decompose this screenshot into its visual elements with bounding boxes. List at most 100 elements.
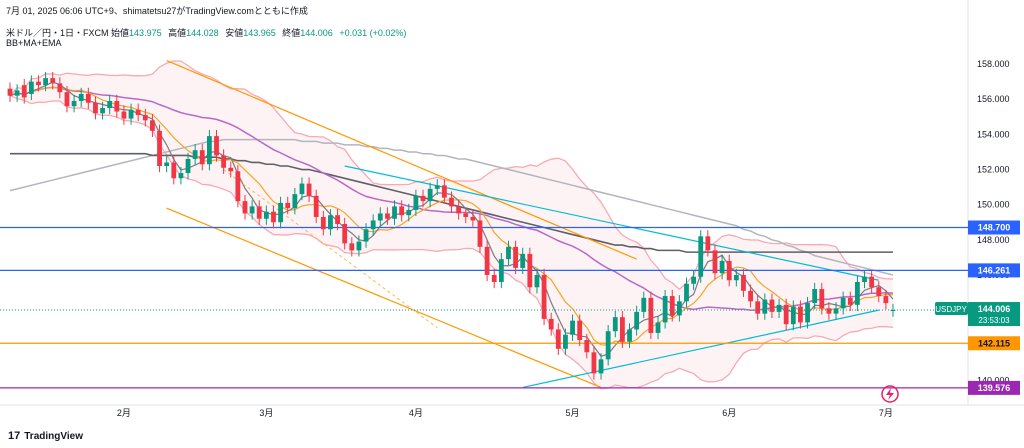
candle-body — [242, 201, 248, 214]
horizontal-level-tag — [968, 336, 1020, 351]
candle-body — [100, 108, 105, 114]
candle-body — [463, 213, 469, 217]
bar-countdown-label: 23:53:03 — [978, 316, 1010, 325]
candle-body — [769, 299, 775, 312]
candle-body — [14, 90, 20, 96]
candle-body — [641, 297, 647, 312]
open-label: 始値 — [111, 28, 130, 38]
candle-body — [370, 220, 376, 230]
candle-body — [299, 183, 305, 195]
candle-body — [36, 81, 41, 86]
candle-body — [185, 158, 191, 174]
channel-upper-line — [166, 59, 637, 260]
y-tick-label: 152.000 — [977, 165, 1010, 175]
candle-body — [178, 173, 184, 179]
candle-body — [541, 274, 547, 319]
candle-body — [705, 236, 711, 251]
horizontal-level-label: 148.700 — [978, 223, 1011, 233]
symbol-name[interactable]: 米ドル／円・1日・FXCM — [6, 28, 109, 38]
x-tick-label: 6月 — [722, 408, 736, 418]
x-tick-label: 2月 — [117, 408, 131, 418]
candle-body — [171, 162, 177, 179]
candle-body — [7, 88, 13, 96]
candle-body — [570, 320, 575, 335]
candle-body — [776, 304, 782, 312]
candle-body — [121, 111, 127, 119]
candle-body — [164, 162, 170, 166]
current-price-tag — [968, 302, 1020, 327]
candle-body — [869, 276, 875, 288]
candle-body — [71, 100, 77, 107]
channel-mid-dashed-line — [223, 169, 438, 329]
y-tick-label: 154.000 — [977, 129, 1010, 139]
candle-body — [385, 213, 390, 219]
x-tick-label: 7月 — [879, 408, 893, 418]
candle-body — [192, 150, 198, 159]
candle-body — [406, 209, 412, 216]
candle-body — [150, 120, 155, 131]
candle-body — [441, 185, 447, 198]
x-tick-label: 3月 — [259, 408, 273, 418]
candle-body — [249, 206, 255, 214]
candle-body — [427, 188, 433, 202]
candle-body — [399, 206, 405, 216]
horizontal-level-label: 142.115 — [978, 338, 1010, 348]
candle-body — [271, 211, 276, 223]
candle-body — [883, 296, 889, 304]
candle-body — [206, 136, 212, 165]
candle-body — [527, 253, 533, 288]
candle-body — [748, 290, 753, 302]
candle-body — [78, 93, 84, 101]
candle-body — [93, 102, 98, 114]
candle-body — [598, 359, 604, 374]
candle-body — [434, 185, 440, 189]
tradingview-brand[interactable]: 17 TradingView — [8, 430, 83, 442]
candle-body — [798, 306, 803, 323]
candle-body — [214, 136, 219, 156]
candle-body — [256, 206, 262, 219]
low-value: 143.965 — [243, 28, 276, 38]
candle-body — [684, 283, 689, 302]
candle-body — [555, 329, 561, 349]
candle-body — [456, 206, 462, 214]
candle-body — [28, 81, 34, 94]
candle-body — [648, 297, 654, 333]
indicators-legend[interactable]: BB+MA+EMA — [6, 38, 62, 48]
horizontal-level-tag — [968, 220, 1020, 235]
candle-body — [107, 100, 113, 108]
candle-body — [534, 274, 540, 288]
candle-body — [228, 167, 234, 172]
y-tick-label: 148.000 — [977, 235, 1010, 245]
current-price-label: 144.006 — [978, 304, 1011, 314]
candle-body — [498, 259, 504, 282]
candle-body — [392, 206, 397, 219]
symbol-tag — [935, 302, 968, 316]
candle-body — [135, 109, 141, 116]
channel-lower-line — [166, 207, 602, 389]
symbol-tag-label: USDJPY — [935, 305, 967, 314]
candle-body — [620, 317, 625, 342]
symbol-ohlc-line: 米ドル／円・1日・FXCM 始値143.975 高値144.028 安値143.… — [6, 26, 410, 39]
lightning-bolt-icon — [886, 388, 894, 400]
candle-body — [43, 78, 49, 86]
y-tick-label: 140.000 — [977, 375, 1010, 385]
candle-body — [548, 318, 554, 330]
y-tick-label: 156.000 — [977, 94, 1010, 104]
brand-name: TradingView — [24, 430, 83, 442]
candle-body — [449, 197, 454, 207]
candle-body — [470, 216, 476, 221]
candle-body — [363, 229, 369, 242]
candle-body — [812, 289, 818, 304]
candle-body — [142, 115, 148, 121]
horizontal-level-label: 139.576 — [978, 383, 1011, 393]
candle-body — [755, 301, 761, 314]
chart-export-caption: 7月 01, 2025 06:06 UTC+9、shimatetsu27がTra… — [6, 6, 308, 16]
candle-body — [199, 150, 205, 165]
candle-body — [847, 297, 853, 305]
candle-body — [64, 92, 70, 107]
candle-body — [328, 215, 333, 230]
triangle-lower-line — [522, 309, 879, 389]
candle-body — [826, 308, 832, 314]
